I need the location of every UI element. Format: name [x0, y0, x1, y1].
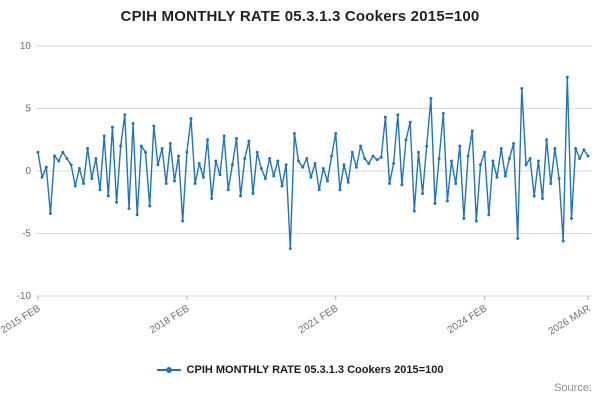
svg-text:-10: -10 — [17, 291, 32, 302]
legend-item[interactable]: CPIH MONTHLY RATE 05.3.1.3 Cookers 2015=… — [0, 364, 600, 376]
svg-text:10: 10 — [20, 41, 32, 52]
svg-text:2024 FEB: 2024 FEB — [446, 303, 490, 336]
legend-label: CPIH MONTHLY RATE 05.3.1.3 Cookers 2015=… — [186, 364, 444, 376]
svg-text:2015 FEB: 2015 FEB — [0, 303, 43, 336]
source-label: Source: — [554, 382, 592, 394]
svg-text:2018 FEB: 2018 FEB — [148, 303, 192, 336]
legend-line-marker-icon — [156, 367, 181, 373]
svg-text:2026 MAR: 2026 MAR — [547, 303, 593, 337]
chart-title: CPIH MONTHLY RATE 05.3.1.3 Cookers 2015=… — [120, 8, 480, 25]
svg-text:2021 FEB: 2021 FEB — [297, 303, 341, 336]
svg-text:0: 0 — [25, 166, 31, 177]
svg-text:5: 5 — [25, 104, 31, 115]
svg-text:-5: -5 — [22, 229, 31, 240]
